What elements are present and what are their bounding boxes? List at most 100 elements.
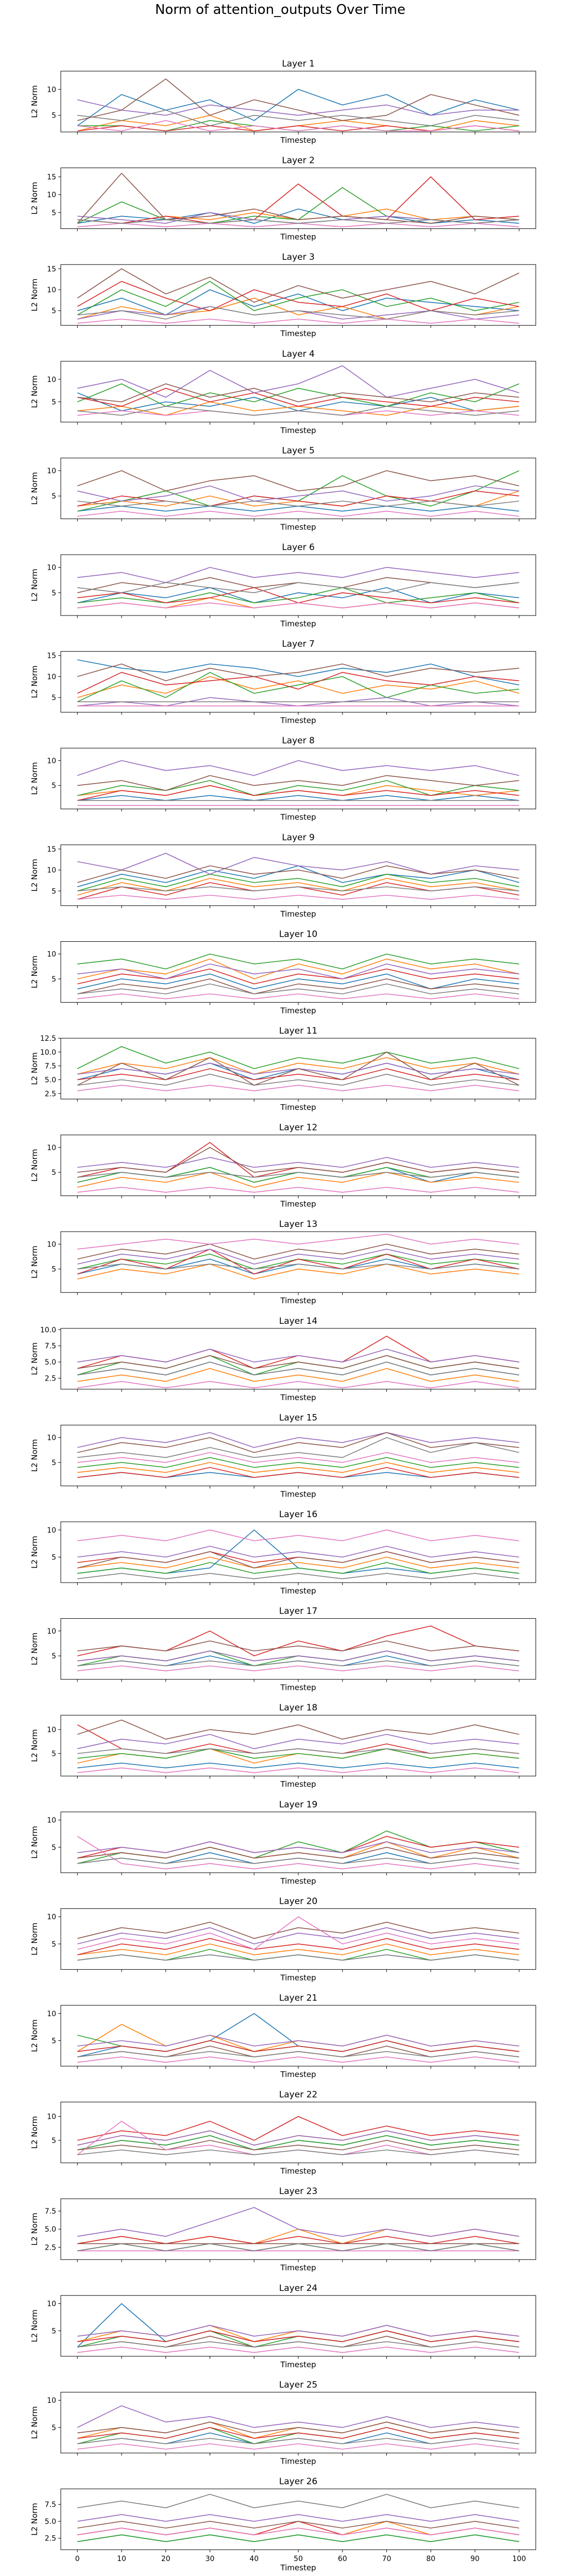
x-axis-label: Timestep: [280, 2360, 316, 2369]
y-tick-label: 5: [52, 112, 56, 120]
series-line: [77, 2330, 519, 2342]
panel-title: Layer 4: [282, 349, 315, 359]
x-axis-label: Timestep: [280, 1103, 316, 1112]
panel-title: Layer 10: [279, 929, 317, 939]
y-tick-label: 10: [47, 467, 56, 475]
y-tick-label: 15: [47, 265, 56, 273]
series-line: [77, 2438, 519, 2445]
x-axis-label: Timestep: [280, 1393, 316, 1402]
panel-title: Layer 16: [279, 1509, 317, 1520]
x-axis-label: Timestep: [280, 909, 316, 919]
y-tick-label: 5: [52, 1459, 56, 1467]
y-axis-label: L2 Norm: [30, 1729, 39, 1762]
series-line: [77, 1921, 519, 1939]
y-axis-label: L2 Norm: [30, 182, 39, 215]
y-axis-label: L2 Norm: [30, 1536, 39, 1569]
series-line: [77, 1767, 519, 1773]
plot-frame: [60, 554, 536, 616]
series-line: [77, 406, 519, 416]
x-axis-label: Timestep: [280, 1200, 316, 1209]
panel-title: Layer 23: [279, 2186, 317, 2197]
x-axis-label: Timestep: [280, 426, 316, 435]
series-line: [77, 587, 519, 604]
y-tick-label: 10: [47, 1526, 56, 1535]
panel-title: Layer 14: [279, 1316, 317, 1326]
x-tick-label: 70: [382, 2555, 392, 2563]
panel-layer-19: Layer 19 5 10 Timestep L2 Norm: [30, 1800, 536, 1886]
series-line: [77, 1943, 519, 1955]
plot-frame: [60, 1328, 536, 1390]
y-tick-label: 5: [52, 1266, 56, 1274]
y-tick-label: 10.0: [40, 1326, 56, 1334]
series-line: [77, 2443, 519, 2450]
y-tick-label: 10: [47, 191, 56, 200]
y-axis-label: L2 Norm: [30, 859, 39, 892]
panel-title: Layer 9: [282, 833, 315, 843]
y-tick-label: 5: [52, 398, 56, 406]
panel-layer-11: Layer 11 2.5 5.0 7.5 10.0 12.5 Timestep L2 Norm: [30, 1026, 536, 1112]
panel-layer-5: Layer 5 5 10 Timestep L2 Norm: [30, 445, 536, 531]
series-line: [77, 2514, 519, 2522]
y-tick-label: 10: [47, 1726, 56, 1734]
y-tick-label: 5: [52, 887, 56, 895]
y-tick-label: 5: [52, 1940, 56, 1949]
series-line: [77, 383, 519, 403]
series-line: [77, 89, 519, 126]
series-line: [77, 120, 519, 131]
x-axis-label: Timestep: [280, 2456, 316, 2466]
y-tick-label: 5.0: [45, 1358, 56, 1367]
y-axis-label: L2 Norm: [30, 85, 39, 118]
panel-layer-15: Layer 15 5 10 Timestep L2 Norm: [30, 1412, 536, 1499]
panel-title: Layer 3: [282, 252, 315, 262]
series-line: [77, 983, 519, 994]
panel-title: Layer 15: [279, 1412, 317, 1423]
panel-title: Layer 11: [279, 1026, 317, 1036]
series-line: [77, 1187, 519, 1193]
panel-layer-1: Layer 1 5 10 Timestep L2 Norm: [30, 59, 536, 145]
x-axis-label: Timestep: [280, 329, 316, 338]
panel-title: Layer 20: [279, 1896, 317, 1906]
y-axis-label: L2 Norm: [30, 1052, 39, 1085]
y-tick-label: 5: [52, 589, 56, 597]
series-line: [77, 2130, 519, 2146]
series-line: [77, 1665, 519, 1671]
x-axis-label: Timestep: [280, 1780, 316, 1789]
y-axis-label: L2 Norm: [30, 472, 39, 505]
panel-layer-26: Layer 26 2.5 5.0 7.5 0 10 20 30 40 50 60 70 80 90 100 T…: [30, 2477, 536, 2572]
series-line: [77, 1748, 519, 1754]
y-tick-label: 5: [52, 1652, 56, 1660]
y-tick-label: 5: [52, 209, 56, 217]
panel-title: Layer 5: [282, 445, 315, 456]
series-line: [77, 993, 519, 1000]
y-tick-label: 5: [52, 492, 56, 501]
y-axis-label: L2 Norm: [30, 2309, 39, 2342]
series-line: [77, 1432, 519, 1453]
series-line: [77, 2035, 519, 2047]
panel-title: Layer 21: [279, 1993, 317, 2003]
y-axis-label: L2 Norm: [30, 1633, 39, 1666]
series-line: [77, 219, 519, 224]
series-line: [77, 582, 519, 593]
panel-layer-20: Layer 20 5 10 Timestep L2 Norm: [30, 1896, 536, 1982]
y-axis-label: L2 Norm: [30, 666, 39, 699]
series-line: [77, 1748, 519, 1759]
x-tick-label: 50: [294, 2555, 303, 2563]
y-tick-label: 5: [52, 2037, 56, 2045]
y-axis-label: L2 Norm: [30, 2213, 39, 2246]
panel-layer-2: Layer 2 5 10 15 Timestep L2 Norm: [30, 156, 536, 242]
series-line: [77, 1954, 519, 1961]
y-tick-label: 5: [52, 1169, 56, 1177]
series-line: [77, 1046, 519, 1069]
panel-layer-8: Layer 8 5 10 Timestep L2 Norm: [30, 736, 536, 822]
y-axis-label: L2 Norm: [30, 2406, 39, 2439]
x-axis-label: Timestep: [280, 1683, 316, 1692]
y-tick-label: 5: [52, 782, 56, 790]
series-line: [77, 1147, 519, 1173]
series-line: [77, 1640, 519, 1652]
series-line: [77, 1551, 519, 1569]
series-line: [77, 510, 519, 517]
y-tick-label: 10: [47, 1627, 56, 1636]
panel-title: Layer 24: [279, 2283, 317, 2294]
x-axis-label: Timestep: [280, 619, 316, 628]
y-tick-label: 12.5: [40, 1035, 56, 1043]
